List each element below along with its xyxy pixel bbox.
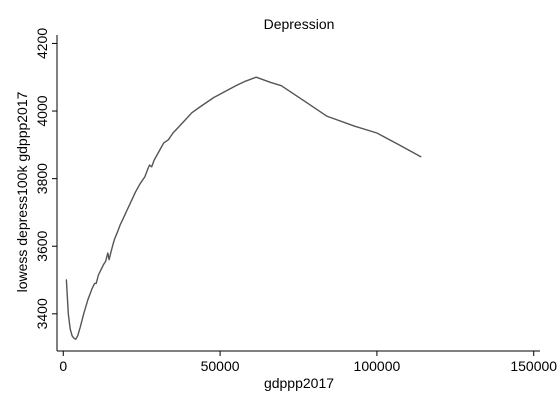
y-tick-label: 3400 [34,298,50,329]
x-tick-label: 0 [59,358,67,374]
x-tick-label: 50000 [201,358,240,374]
x-tick-label: 150000 [510,358,557,374]
y-axis-title: lowess depress100k gdppp2017 [14,91,30,292]
y-tick-label: 4000 [34,95,50,126]
y-tick-label: 3800 [34,163,50,194]
x-axis-title: gdppp2017 [264,375,334,391]
chart-title: Depression [264,16,335,32]
x-tick-label: 100000 [354,358,401,374]
series-line [65,76,422,340]
y-tick-label: 4200 [34,28,50,59]
y-tick-label: 3600 [34,230,50,261]
plot-area: 0 50000 100000 150000 3400 3600 3800 4000 4200 [34,28,557,374]
